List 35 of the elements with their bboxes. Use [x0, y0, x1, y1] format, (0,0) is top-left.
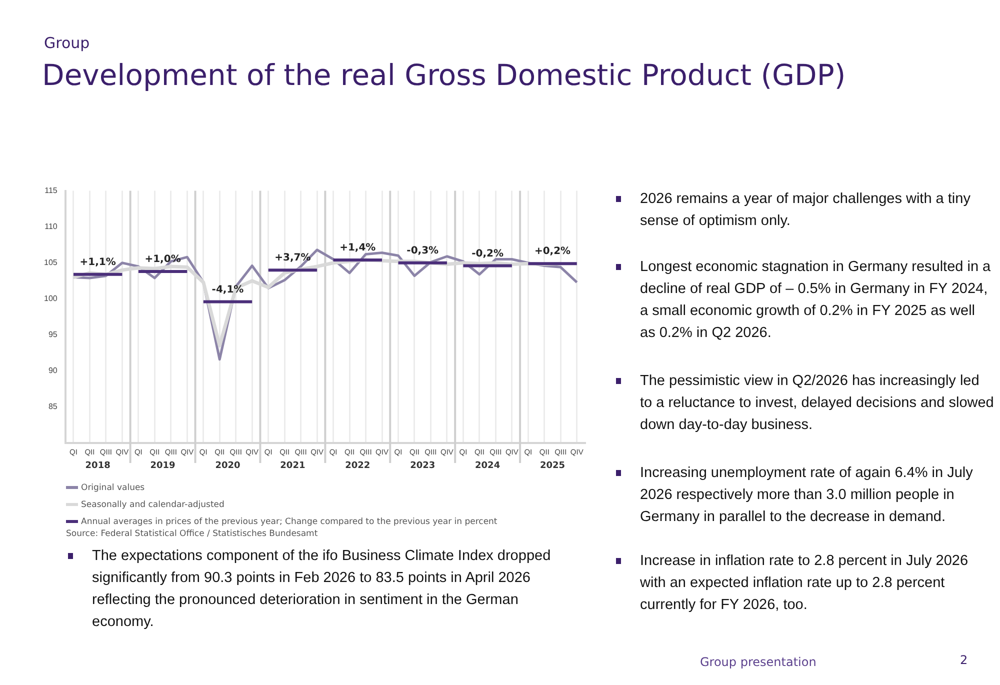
- chart-subtitle: Group: [44, 34, 90, 52]
- text: 2025: [540, 460, 566, 471]
- y-tick-label: 110: [44, 222, 58, 232]
- chart-title: Development of the real Gross Domestic Product (GDP): [42, 58, 846, 92]
- text: 2018: [85, 460, 110, 471]
- text: 2024: [475, 460, 500, 471]
- text: Increase in inflation rate to 2.8 percent in July 2026 with an expected inflation rate up to 2.8 percent currently for FY 2026, too.: [639, 552, 970, 615]
- annotation: -0,3%: [406, 245, 439, 256]
- text: 2026 remains a year of major challenges with a tiny sense of optimism only.: [639, 190, 972, 231]
- text: The pessimistic view in Q2/2026 has increasingly led to a reluctance to invest, delayed decisions and slowed down day-to-day business.: [639, 372, 994, 435]
- y-tick-label: 85: [48, 402, 58, 412]
- text: 2: [960, 653, 968, 667]
- source-note: Source: Federal Statistical Office / Statistisches Bundesamt: [66, 529, 318, 539]
- annotation: +0,2%: [534, 246, 571, 258]
- y-tick-label: 95: [48, 330, 58, 340]
- text: 2023: [410, 460, 436, 471]
- text: 2021: [280, 460, 306, 471]
- text: Group presentation: [700, 655, 816, 669]
- legend-label: Original values: [80, 482, 146, 495]
- y-tick-label: 115: [44, 186, 58, 196]
- text: The expectations component of the ifo Business Climate Index dropped significantly from 90.3 points in Feb 2026 to 83.5 points in April 2026 reflecting the pronounced deterioration in sentiment in the German economy.: [91, 547, 552, 632]
- text: 2020: [215, 460, 240, 471]
- text: 2022: [345, 460, 370, 471]
- legend-label: Seasonally and calendar-adjusted: [80, 499, 226, 512]
- legend-label: Annual averages in prices of the previous year; Change compared to the previous year in percent: [81, 517, 498, 527]
- text: Increasing unemployment rate of again 6.4% in July 2026 respectively more than 3.0 million people in Germany in parallel to the decrease in demand.: [639, 464, 974, 527]
- y-tick-label: 105: [44, 258, 58, 268]
- annotation: -4,1%: [212, 284, 244, 296]
- y-tick-label: 100: [44, 294, 58, 304]
- text: Longest economic stagnation in Germany resulted in a decline of real GDP of – 0.5% in Germany in FY 2024, a small economic growth of 0.2% in FY 2025 as well as 0.2% in Q2 2026.: [639, 258, 992, 343]
- annotation: +1,4%: [340, 242, 376, 254]
- annotation: +1,1%: [80, 256, 116, 268]
- y-tick-label: 90: [48, 366, 58, 376]
- annotation: -0,2%: [472, 248, 504, 260]
- text: 2019: [150, 460, 176, 471]
